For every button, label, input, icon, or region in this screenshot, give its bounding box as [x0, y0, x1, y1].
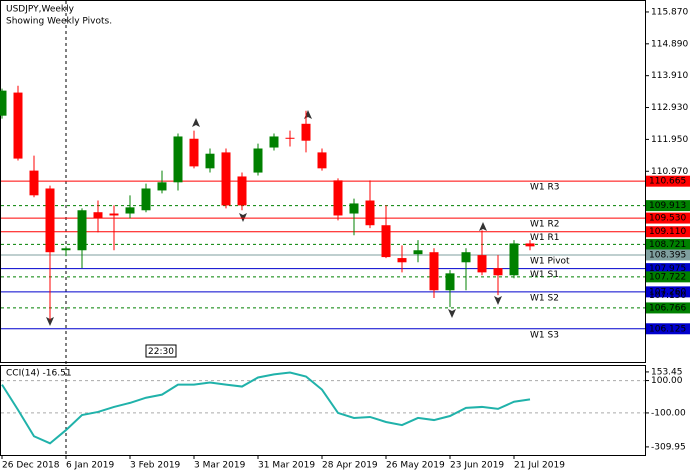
cursor-time-box — [145, 344, 177, 358]
candle-body — [317, 152, 327, 169]
x-tick-label: 6 Jan 2019 — [66, 461, 114, 471]
candle-body — [93, 212, 103, 219]
fractal-up — [304, 110, 312, 119]
x-tick-label: 26 Dec 2018 — [2, 461, 60, 471]
y-tick-label: 111.950 — [651, 135, 688, 145]
candle-body — [477, 255, 487, 273]
candle-body — [0, 90, 7, 116]
price-label: 110.665 — [649, 177, 686, 187]
price-label: 107.722 — [649, 272, 686, 282]
candle-body — [173, 136, 183, 183]
candle-body — [445, 273, 455, 291]
fractal-down — [46, 317, 54, 326]
fractal-down — [494, 296, 502, 305]
y-tick-label: 115.870 — [651, 7, 688, 17]
price-label: 108.721 — [649, 240, 686, 250]
y-tick-label: 113.910 — [651, 71, 688, 81]
x-tick-label: 28 Apr 2019 — [322, 461, 378, 471]
price-label: 109.530 — [649, 214, 686, 224]
candle-body — [525, 243, 535, 247]
candle-body — [349, 203, 359, 214]
candle-body — [381, 225, 391, 258]
pivot-name: W1 R1 — [530, 233, 559, 243]
candle-body — [29, 170, 39, 196]
chart-title: USDJPY,Weekly — [6, 5, 75, 15]
candle-body — [269, 136, 279, 148]
candle-body — [493, 268, 503, 276]
candle-body — [413, 250, 423, 255]
y-tick-label: 114.890 — [651, 39, 688, 49]
candle-body — [365, 200, 375, 226]
price-label: 109.110 — [649, 227, 686, 237]
cci-line — [1, 371, 531, 445]
candle-body — [125, 207, 135, 214]
pivot-name: W1 R3 — [530, 183, 559, 193]
fractal-up — [479, 222, 487, 231]
cci-frame — [0, 365, 646, 456]
candle-body — [205, 153, 215, 169]
cursor-time: 22:30 — [148, 347, 174, 357]
price-label: 106.766 — [649, 303, 686, 313]
cci-title: CCI(14) -16.51 — [6, 369, 72, 379]
x-tick-label: 31 Mar 2019 — [258, 461, 315, 471]
x-tick-label: 26 May 2019 — [386, 461, 445, 471]
x-tick-label: 21 Jul 2019 — [514, 461, 565, 471]
main-frame — [0, 0, 646, 363]
price-label: 108.395 — [649, 250, 686, 260]
price-label-bg — [646, 323, 690, 335]
candle-body — [461, 252, 471, 263]
y-tick-label: 100.00 — [651, 376, 683, 386]
pivot-name: W1 S1 — [530, 270, 559, 280]
pivot-name: W1 S3 — [530, 330, 559, 340]
candle-body — [77, 210, 87, 251]
y-tick-label: 112.930 — [651, 103, 688, 113]
candle-body — [109, 213, 119, 216]
price-label: 107.975 — [649, 264, 686, 274]
x-tick-label: 3 Mar 2019 — [194, 461, 246, 471]
price-label-bg — [646, 226, 690, 238]
candle-body — [189, 138, 199, 167]
price-label-bg — [646, 263, 690, 275]
candle-body — [333, 180, 343, 216]
candle-body — [237, 176, 247, 206]
price-label: 107.150 — [649, 291, 686, 301]
candle-body — [301, 123, 311, 141]
candle-body — [509, 243, 519, 276]
pivot-name: W1 S2 — [530, 293, 559, 303]
price-label-bg — [646, 249, 690, 261]
y-tick-label: -100.00 — [651, 408, 686, 418]
price-label: 106.125 — [649, 324, 686, 334]
x-tick-label: 23 Jun 2019 — [450, 461, 504, 471]
candle-body — [285, 137, 295, 139]
price-label: 107.260 — [649, 287, 686, 297]
candle-body — [429, 252, 439, 291]
fractal-up — [192, 118, 200, 127]
y-tick-label: 110.970 — [651, 167, 688, 177]
price-label-bg — [646, 302, 690, 314]
price-label-bg — [646, 238, 690, 250]
candle-body — [253, 148, 263, 173]
pivot-name: W1 Pivot — [530, 256, 570, 266]
fractal-down — [239, 213, 247, 222]
price-label: 109.913 — [649, 201, 686, 211]
x-tick-label: 3 Feb 2019 — [130, 461, 181, 471]
candle-body — [141, 188, 151, 211]
fractal-down — [448, 309, 456, 318]
candle-body — [157, 182, 167, 191]
pivot-name: W1 R2 — [530, 220, 559, 230]
candle-body — [397, 258, 407, 263]
price-label-bg — [646, 212, 690, 224]
candle-body — [221, 152, 231, 206]
price-label-bg — [646, 175, 690, 187]
y-tick-label: -309.95 — [651, 442, 686, 452]
price-label-bg — [646, 271, 690, 283]
candle-body — [45, 188, 55, 253]
candle-body — [13, 92, 23, 159]
price-label-bg — [646, 286, 690, 298]
chart-subtitle: Showing Weekly Pivots. — [6, 17, 112, 27]
candle-body — [61, 248, 71, 251]
y-tick-label: 153.45 — [651, 367, 683, 377]
price-label-bg — [646, 200, 690, 212]
